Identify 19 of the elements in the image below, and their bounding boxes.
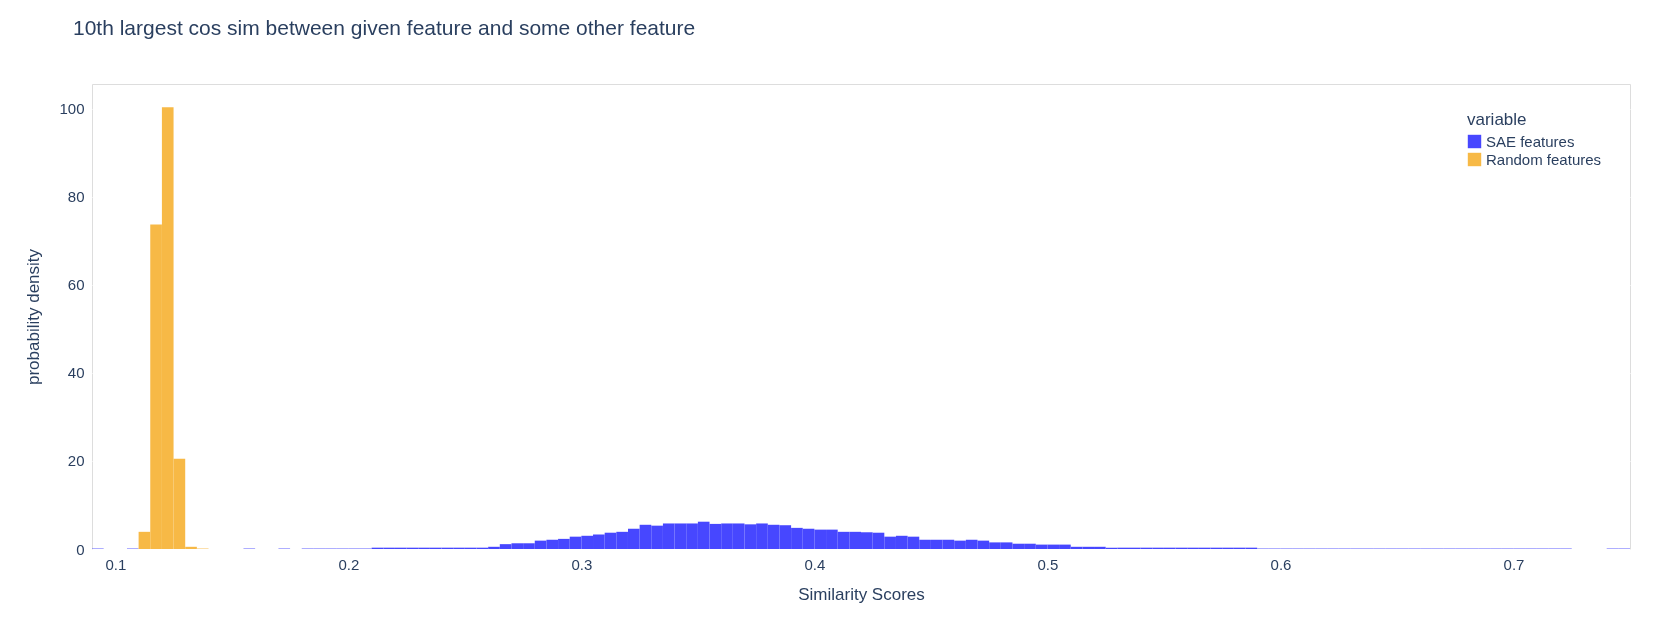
x-tick-label: 0.5	[1037, 555, 1059, 573]
legend-label: SAE features	[1486, 132, 1575, 150]
chart-title: 10th largest cos sim between given feature and some other feature	[72, 16, 696, 39]
y-tick-label: 80	[67, 188, 85, 206]
y-tick-label: 40	[67, 364, 85, 382]
y-tick-label: 0	[76, 540, 85, 558]
x-tick-label: 0.6	[1270, 555, 1292, 573]
x-tick-label: 0.4	[804, 555, 826, 573]
y-axis-title: probability density	[24, 248, 44, 386]
x-tick-label: 0.1	[105, 555, 127, 573]
x-axis-title: Similarity Scores	[798, 584, 925, 604]
y-tick-label: 20	[67, 452, 85, 470]
x-tick-label: 0.3	[571, 555, 593, 573]
y-tick-label: 100	[59, 100, 85, 118]
x-tick-label: 0.7	[1503, 555, 1525, 573]
legend-title: variable	[1467, 110, 1527, 129]
legend-label: Random features	[1486, 150, 1602, 168]
x-tick-label: 0.2	[338, 555, 360, 573]
y-tick-label: 60	[67, 276, 85, 294]
